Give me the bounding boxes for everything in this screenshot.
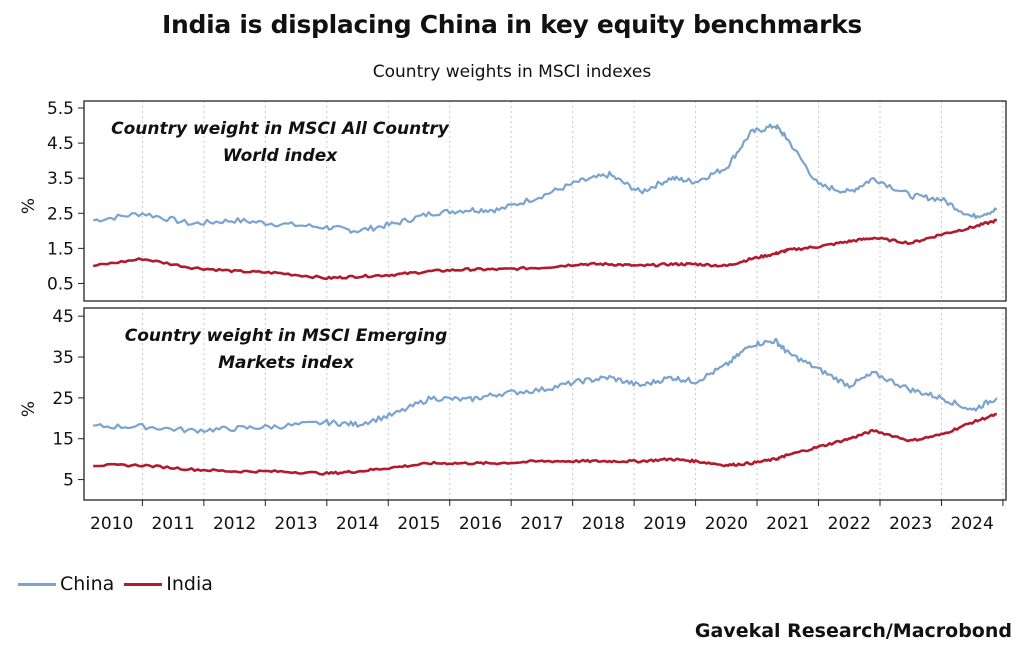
x-tick-label: 2019 [643,514,686,534]
y-tick-label: 5.5 [47,99,74,119]
legend: China India [18,573,223,595]
panel-frame [83,307,1007,501]
series-line-india [92,218,998,281]
x-tick-label: 2015 [397,514,440,534]
y-tick-label: 15 [52,430,74,450]
y-tick-label: 45 [52,307,74,327]
y-tick-label: 2.5 [47,204,74,224]
chart-subtitle: Country weights in MSCI indexes [372,62,652,82]
y-tick-label: 3.5 [47,169,74,189]
x-tick-label: 2014 [336,514,379,534]
legend-swatch-india [124,582,163,586]
x-tick-label: 2013 [274,514,317,534]
legend-label-india: India [166,573,213,595]
x-tick-label: 2022 [828,514,871,534]
series-line-china [93,338,998,434]
panel-annotation: Markets index [218,353,355,373]
x-tick-label: 2023 [889,514,932,534]
y-tick-label: 25 [52,389,74,409]
y-tick-label: 4.5 [47,134,74,154]
chart-title: India is displacing China in key equity … [161,10,862,39]
series-line-china [92,123,998,234]
y-tick-label: 35 [52,348,74,368]
y-tick-label: 0.5 [47,274,74,294]
panel-annotation: World index [223,146,338,166]
source-credit: Gavekal Research/Macrobond [694,620,1012,642]
y-axis-label: % [19,401,39,417]
x-tick-label: 2017 [520,514,563,534]
x-tick-label: 2012 [213,514,256,534]
x-tick-label: 2020 [705,514,748,534]
x-tick-label: 2021 [766,514,809,534]
panel-annotation: Country weight in MSCI Emerging [125,326,448,346]
x-tick-label: 2016 [459,514,502,534]
legend-label-china: China [60,573,115,595]
x-tick-label: 2011 [151,514,194,534]
y-tick-label: 1.5 [47,239,74,259]
panel-annotation: Country weight in MSCI All Country [111,119,450,139]
series-line-india [93,412,997,476]
y-tick-label: 5 [63,471,74,491]
y-axis-label: % [19,198,39,214]
panel-frame [83,100,1007,302]
x-tick-label: 2018 [582,514,625,534]
x-tick-label: 2010 [90,514,133,534]
legend-swatch-china [18,582,56,586]
x-tick-label: 2024 [951,514,994,534]
